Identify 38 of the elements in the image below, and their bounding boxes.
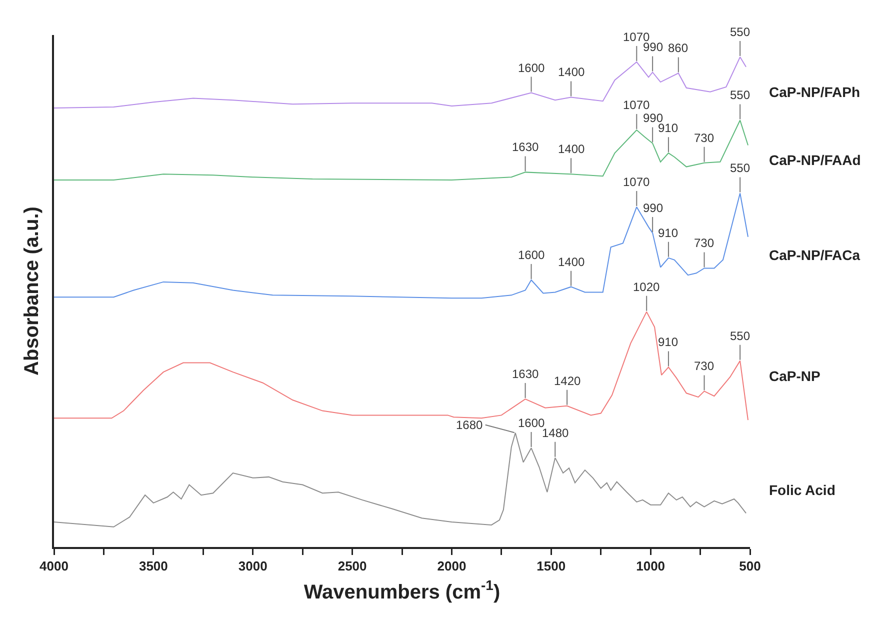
series-label: Folic Acid <box>769 482 836 498</box>
annotation: 1600 <box>518 248 546 262</box>
x-tick-label: 2500 <box>338 558 367 574</box>
annotation: 550 <box>730 329 750 343</box>
annotation: 1020 <box>633 280 660 294</box>
annotation: 1420 <box>554 374 582 388</box>
annotation: 730 <box>694 131 714 145</box>
annotation: 730 <box>694 359 714 373</box>
x-tick-label: 2000 <box>437 558 466 574</box>
annotation: 550 <box>730 88 750 102</box>
annotation: 1630 <box>512 140 540 154</box>
annotation: 1630 <box>512 367 540 381</box>
annotation: 1400 <box>558 65 586 79</box>
annotation: 990 <box>643 201 664 215</box>
annotation: 1070 <box>623 98 650 112</box>
x-tick-label: 4000 <box>40 558 68 574</box>
annotation: 910 <box>658 335 678 349</box>
annotation: 550 <box>730 161 750 175</box>
annotation: 730 <box>694 236 714 250</box>
series-label: CaP-NP/FACa <box>769 247 860 263</box>
text: CaP-NP/FAPh <box>769 84 860 100</box>
x-tick-label: 3000 <box>238 558 268 574</box>
annotation: 1070 <box>623 175 650 189</box>
x-tick-label: 500 <box>739 558 761 574</box>
y-axis-title: Absorbance (a.u.) <box>21 206 43 376</box>
annotation: 1400 <box>558 255 586 269</box>
x-axis-title: Wavenumbers (cm$^{-1}$) <box>304 577 500 604</box>
series-label: CaP-NP <box>769 368 820 384</box>
series-label: CaP-NP/FAAd <box>769 152 861 168</box>
x-tick-label: 1500 <box>536 558 566 574</box>
annotation: 1400 <box>558 142 586 156</box>
annotation: 860 <box>668 41 688 55</box>
annotation: 1680 <box>456 418 484 432</box>
annotation: 550 <box>730 25 750 39</box>
x-tick-label: 1000 <box>636 558 666 574</box>
annotation: 910 <box>658 226 678 240</box>
annotation: 1600 <box>518 61 546 75</box>
x-tick-label: 3500 <box>138 558 168 574</box>
